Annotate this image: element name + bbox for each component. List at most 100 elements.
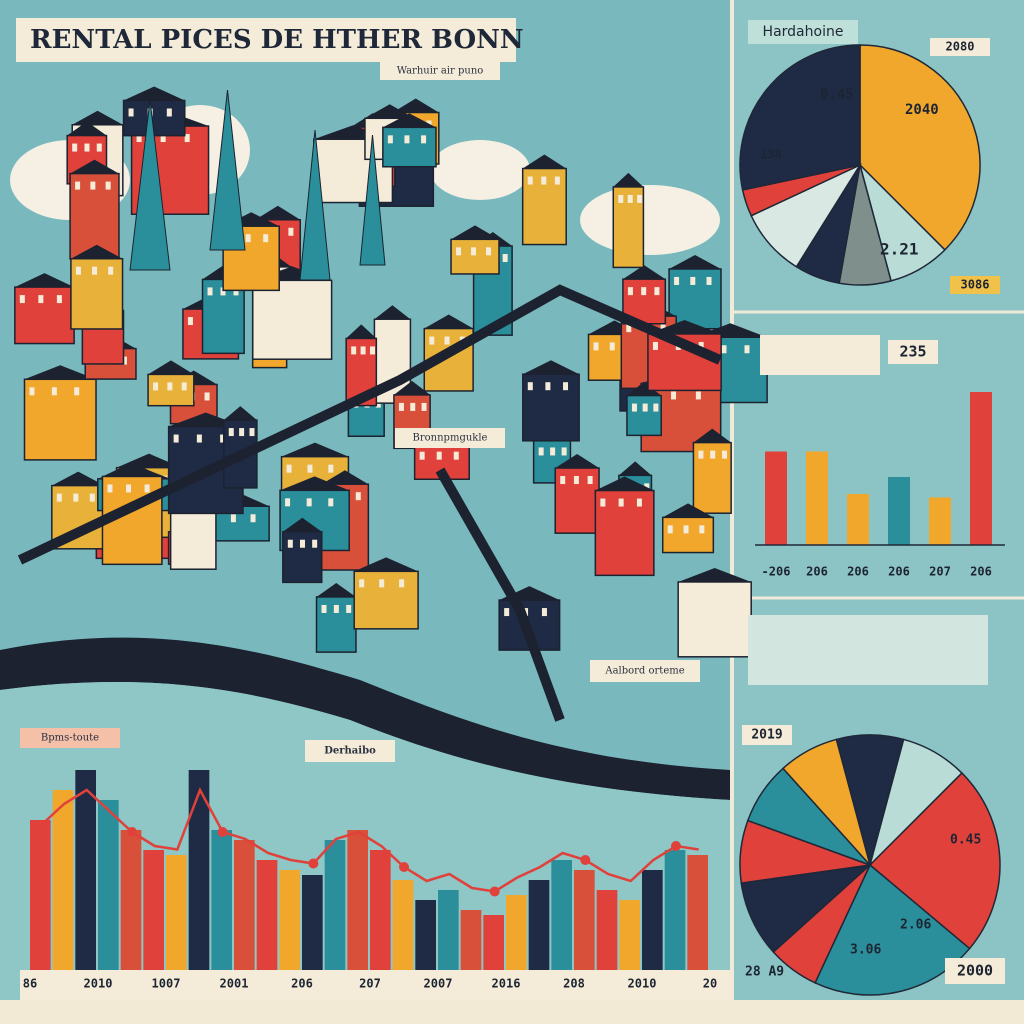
bar xyxy=(370,850,391,970)
window xyxy=(105,181,111,190)
pie-label: 3.06 xyxy=(850,943,881,958)
corner-box xyxy=(945,958,1005,984)
bar xyxy=(687,855,708,970)
window xyxy=(75,181,81,190)
window xyxy=(642,403,648,412)
bar xyxy=(324,840,346,970)
window xyxy=(527,382,533,391)
window xyxy=(96,143,102,152)
city-illustration xyxy=(14,86,768,722)
window xyxy=(239,428,245,437)
window xyxy=(74,387,80,396)
window xyxy=(429,336,435,345)
roof xyxy=(392,98,439,113)
window xyxy=(318,147,324,156)
window xyxy=(421,402,427,411)
bar-year: 206 xyxy=(806,565,828,579)
pie-tag: 2019 xyxy=(751,728,782,743)
window xyxy=(444,336,450,345)
window xyxy=(641,287,647,296)
building xyxy=(661,516,715,554)
window xyxy=(683,589,689,598)
building xyxy=(450,238,500,275)
window xyxy=(627,287,633,296)
building xyxy=(23,378,97,461)
badge-box xyxy=(930,38,990,56)
window xyxy=(721,345,727,354)
window xyxy=(29,387,35,396)
window xyxy=(626,324,632,333)
window xyxy=(550,447,556,456)
window xyxy=(287,539,293,548)
window xyxy=(671,391,677,400)
window xyxy=(250,514,256,523)
window xyxy=(173,434,179,443)
roof xyxy=(393,380,431,395)
roof xyxy=(662,503,714,518)
window xyxy=(196,434,202,443)
window xyxy=(121,356,127,365)
axis-label: 206 xyxy=(291,977,313,991)
bar xyxy=(211,830,232,970)
roof xyxy=(382,113,436,128)
trend-line xyxy=(40,787,699,893)
window xyxy=(282,288,288,297)
window xyxy=(167,382,173,391)
note-box xyxy=(748,615,988,685)
roof xyxy=(522,154,567,169)
building xyxy=(282,530,323,584)
roof xyxy=(522,360,580,375)
building xyxy=(382,126,437,168)
window xyxy=(187,317,193,326)
river-bank xyxy=(0,637,730,800)
bar xyxy=(52,790,74,970)
spire xyxy=(299,129,331,281)
window xyxy=(653,403,659,412)
roof xyxy=(424,314,474,329)
building xyxy=(677,581,752,658)
roof xyxy=(595,476,654,491)
window xyxy=(744,345,750,354)
axis-label: 20 xyxy=(703,977,717,991)
pie-label: 0.45 xyxy=(950,833,981,848)
roof xyxy=(51,471,105,486)
bar-year: 206 xyxy=(970,565,992,579)
bar xyxy=(188,770,210,970)
axis-label: 2010 xyxy=(628,977,657,991)
harbor-label: Aalbord orteme xyxy=(604,666,684,677)
panel-title: Hardahoine xyxy=(763,24,844,40)
window xyxy=(207,287,213,296)
roof xyxy=(451,225,500,240)
window xyxy=(652,341,658,350)
window xyxy=(312,539,318,548)
bar xyxy=(234,840,255,970)
corner-label: 2000 xyxy=(957,962,993,980)
bar xyxy=(506,895,527,970)
window xyxy=(108,266,114,275)
window xyxy=(705,589,711,598)
roof xyxy=(72,110,123,125)
window xyxy=(379,327,385,336)
window xyxy=(184,134,190,143)
wedge xyxy=(868,772,1001,950)
note-box xyxy=(380,62,500,80)
street-label: Bronnpmgukle xyxy=(413,433,488,444)
window xyxy=(667,525,673,534)
tag-box xyxy=(20,728,120,748)
window xyxy=(181,382,187,391)
window xyxy=(390,327,396,336)
spire xyxy=(209,89,246,251)
window xyxy=(721,450,727,459)
window xyxy=(527,176,533,185)
building xyxy=(122,99,186,137)
bar-year: 206 xyxy=(888,565,910,579)
window xyxy=(618,194,624,203)
window xyxy=(228,428,234,437)
bar-illustration: -206 206 206 206 207 206 xyxy=(755,392,1005,579)
roof xyxy=(647,319,722,334)
window xyxy=(609,342,615,351)
river-label: Derhaibo xyxy=(324,746,376,757)
bar xyxy=(256,860,278,970)
roof xyxy=(316,582,356,597)
